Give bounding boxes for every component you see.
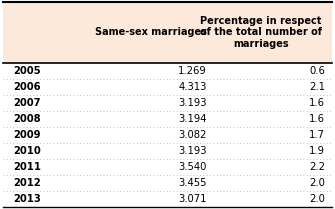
Text: 2007: 2007 <box>13 98 41 108</box>
Text: 2.2: 2.2 <box>309 162 325 172</box>
Text: 1.269: 1.269 <box>178 66 207 75</box>
Text: Percentage in respect
of the total number of
marriages: Percentage in respect of the total numbe… <box>200 16 322 49</box>
Text: 2.0: 2.0 <box>309 178 325 188</box>
Text: 0.6: 0.6 <box>309 66 325 75</box>
Text: 1.7: 1.7 <box>309 130 325 140</box>
Text: 2012: 2012 <box>13 178 41 188</box>
Text: 2010: 2010 <box>13 146 41 156</box>
Text: 1.6: 1.6 <box>309 114 325 124</box>
Text: 3.455: 3.455 <box>179 178 207 188</box>
Text: 2011: 2011 <box>13 162 41 172</box>
Text: 2013: 2013 <box>13 194 41 204</box>
Text: 2.1: 2.1 <box>309 82 325 92</box>
Text: 3.082: 3.082 <box>179 130 207 140</box>
Text: Same-sex marriages: Same-sex marriages <box>95 27 207 37</box>
Text: 1.6: 1.6 <box>309 98 325 108</box>
Text: 3.540: 3.540 <box>179 162 207 172</box>
Text: 2009: 2009 <box>13 130 41 140</box>
Text: 3.193: 3.193 <box>179 98 207 108</box>
Text: 3.071: 3.071 <box>179 194 207 204</box>
Text: 3.193: 3.193 <box>179 146 207 156</box>
Text: 2006: 2006 <box>13 82 41 92</box>
Text: 3.194: 3.194 <box>179 114 207 124</box>
Bar <box>3 2 332 62</box>
Text: 2005: 2005 <box>13 66 41 75</box>
Text: 1.9: 1.9 <box>309 146 325 156</box>
Text: 4.313: 4.313 <box>179 82 207 92</box>
Text: 2.0: 2.0 <box>309 194 325 204</box>
Text: 2008: 2008 <box>13 114 41 124</box>
